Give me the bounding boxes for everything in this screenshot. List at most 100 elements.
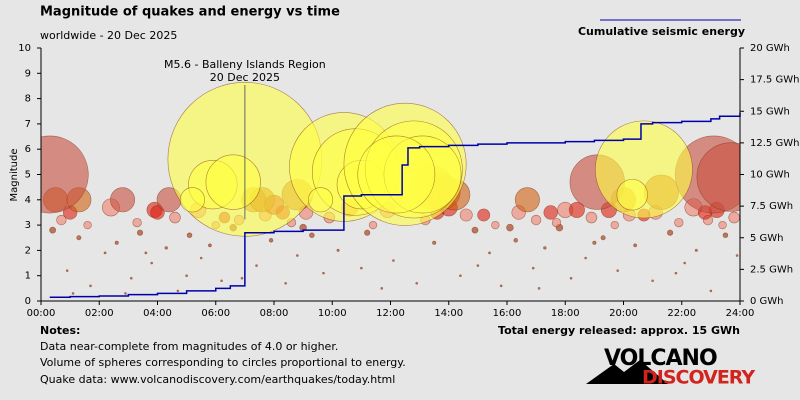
logo-bottom: DISCOVERY: [642, 367, 755, 389]
quake-bubble: [633, 243, 637, 248]
quake-bubble: [568, 201, 585, 218]
quake-bubble: [488, 251, 491, 255]
quake-bubble: [506, 223, 514, 232]
x-tick-label: 10:00: [318, 308, 347, 319]
quake-bubble: [268, 238, 274, 243]
quake-bubble: [735, 254, 739, 257]
quake-bubble: [364, 229, 371, 236]
quake-bubble: [308, 187, 334, 213]
y-tick-label: 8: [25, 94, 31, 105]
quake-bubble: [616, 269, 619, 272]
annotation-text: M5.6 - Balleny Islands Region: [164, 58, 326, 71]
y2-tick-label: 12.5 GWh: [750, 138, 799, 149]
quake-bubble: [360, 266, 363, 270]
annotation-date: 20 Dec 2025: [210, 71, 280, 84]
quake-bubble: [144, 251, 148, 255]
y-tick-label: 4: [25, 195, 31, 206]
total-energy: Total energy released: approx. 15 GWh: [498, 324, 740, 337]
note: Volume of spheres corresponding to circl…: [40, 356, 406, 369]
quake-bubble: [56, 214, 67, 226]
quake-bubble: [616, 179, 648, 211]
quake-bubble: [683, 261, 686, 265]
quake-bubble: [610, 220, 619, 230]
quake-bubble: [530, 214, 542, 226]
quake-bubble: [551, 217, 562, 228]
quake-bubble: [674, 271, 678, 275]
quake-bubble: [103, 251, 107, 255]
x-tick-label: 06:00: [201, 308, 230, 319]
quake-bubble: [309, 232, 315, 238]
quake-bubble: [284, 281, 287, 285]
quake-bubble: [71, 292, 75, 295]
quake-bubble: [89, 284, 92, 288]
y-tick-label: 6: [25, 144, 31, 155]
quake-bubble: [531, 266, 535, 270]
x-tick-label: 18:00: [551, 308, 580, 319]
y-tick-label: 2: [25, 245, 31, 256]
quake-bubble: [114, 240, 119, 245]
y2-tick-label: 5 GWh: [750, 233, 784, 244]
quake-bubble: [499, 284, 503, 288]
quake-bubble: [459, 274, 462, 278]
quake-bubble: [255, 264, 258, 267]
quake-bubble: [185, 274, 188, 278]
quake-bubble: [543, 205, 558, 220]
quake-bubble: [728, 211, 740, 224]
quake-bubble: [674, 217, 684, 228]
y2-tick-label: 10 GWh: [750, 170, 790, 181]
quake-bubble: [76, 235, 82, 241]
quake-bubble: [513, 238, 518, 243]
y-axis-label: Magnitude: [9, 149, 20, 202]
x-tick-label: 22:00: [667, 308, 696, 319]
quake-bubble: [722, 232, 729, 238]
quake-bubble: [514, 187, 540, 213]
quake-bubble: [569, 276, 573, 280]
quake-bubble: [392, 259, 395, 262]
quake-bubble: [199, 256, 203, 260]
quake-bubble: [432, 240, 437, 245]
legend-label: Cumulative seismic energy: [578, 25, 745, 38]
y-tick-label: 7: [25, 119, 31, 130]
quake-bubble: [49, 226, 57, 234]
logo-top: VOLCANO: [604, 346, 717, 371]
quake-bubble: [357, 135, 436, 214]
quake-bubble: [368, 220, 378, 230]
quake-bubble: [477, 208, 491, 222]
x-tick-label: 04:00: [143, 308, 172, 319]
quake-bubble: [41, 135, 89, 214]
quake-bubble: [295, 254, 299, 257]
y-tick-label: 1: [25, 271, 31, 282]
note: Data near-complete from magnitudes of 4.…: [40, 340, 338, 353]
quake-bubble: [208, 243, 212, 248]
quake-bubble: [696, 142, 740, 212]
x-tick-label: 16:00: [493, 308, 522, 319]
x-tick-label: 02:00: [85, 308, 114, 319]
quake-bubble: [694, 248, 698, 252]
quake-bubble: [110, 187, 136, 213]
quake-bubble: [132, 217, 142, 228]
y-tick-label: 10: [18, 43, 31, 54]
quake-bubble: [380, 287, 384, 290]
quake-bubble: [220, 279, 223, 283]
quake-bubble: [169, 211, 181, 224]
y-tick-label: 0: [25, 296, 31, 307]
x-tick-label: 08:00: [260, 308, 289, 319]
quake-bubble: [322, 271, 325, 275]
quake-bubble: [179, 187, 205, 213]
quake-bubble: [415, 281, 419, 285]
quake-bubble: [584, 256, 587, 260]
quake-bubble: [336, 248, 340, 252]
y-tick-label: 3: [25, 220, 31, 231]
y2-tick-label: 7.5 GWh: [750, 201, 793, 212]
y-tick-label: 9: [25, 68, 31, 79]
chart-subtitle: worldwide - 20 Dec 2025: [40, 29, 177, 42]
quake-bubble: [124, 292, 127, 295]
x-tick-label: 12:00: [376, 308, 405, 319]
quake-bubble: [585, 211, 598, 224]
quake-bubble: [240, 276, 244, 280]
y2-tick-label: 2.5 GWh: [750, 264, 793, 275]
quake-bubble: [476, 264, 480, 267]
notes-title: Notes:: [40, 324, 80, 337]
quake-bubble: [709, 289, 713, 293]
quake-bubble: [186, 232, 193, 238]
